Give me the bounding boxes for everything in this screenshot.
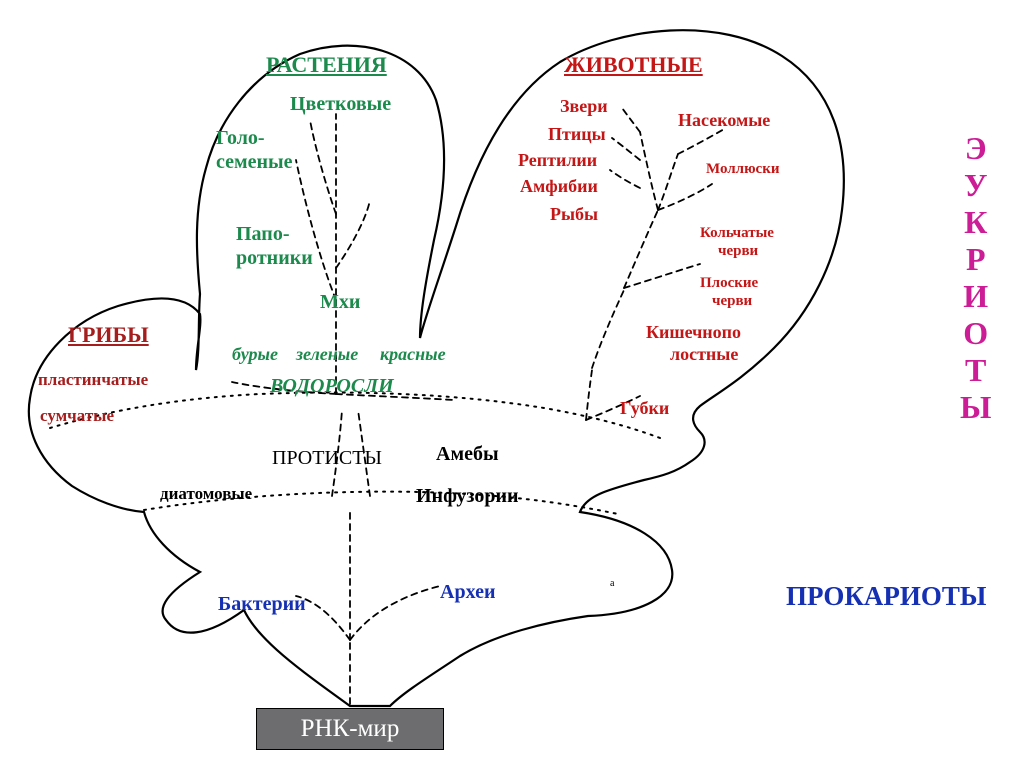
header-fungi: ГРИБЫ — [68, 322, 149, 348]
label-an_kish2: лостные — [670, 344, 738, 366]
label-bacteria: Бактерии — [218, 592, 306, 616]
label-an_kolch2: черви — [718, 242, 758, 260]
label-fungi_sumch: сумчатые — [40, 406, 114, 426]
label-an_kolch1: Кольчатые — [700, 224, 774, 242]
rna-world-box: РНК-мир — [256, 708, 444, 750]
label-plant_papo1: Папо- — [236, 222, 289, 246]
label-algae_brown: бурые — [232, 344, 278, 366]
label-plant_golo2: семеные — [216, 150, 293, 174]
label-protists: ПРОТИСТЫ — [272, 446, 382, 470]
label-plant_papo2: ротники — [236, 246, 313, 270]
label-an_nasek: Насекомые — [678, 110, 770, 132]
label-an_plosk2: черви — [712, 292, 752, 310]
side-label-prokaryotes: ПРОКАРИОТЫ — [786, 580, 986, 612]
label-an_rept: Рептилии — [518, 150, 597, 172]
diagram-svg — [0, 0, 1024, 767]
label-an_kish1: Кишечнопо — [646, 322, 741, 344]
label-amoeba: Амебы — [436, 442, 499, 466]
label-an_ptitsy: Птицы — [548, 124, 606, 146]
label-plant_golo1: Голо- — [216, 126, 265, 150]
label-an_zveri: Звери — [560, 96, 608, 118]
label-diatom: диатомовые — [160, 484, 252, 504]
label-algae_green: зеленые — [296, 344, 358, 366]
label-an_gubki: Губки — [620, 398, 669, 420]
header-plants: РАСТЕНИЯ — [266, 52, 387, 78]
label-algae_title: ВОДОРОСЛИ — [270, 374, 394, 398]
label-archaea: Археи — [440, 580, 495, 604]
label-fungi_plast: пластинчатые — [38, 370, 148, 390]
label-infusor: Инфузории — [416, 484, 519, 508]
label-an_moll: Моллюски — [706, 160, 780, 178]
label-an_ryby: Рыбы — [550, 204, 598, 226]
label-plant_moss: Мхи — [320, 290, 360, 314]
label-algae_red: красные — [380, 344, 446, 366]
rna-world-text: РНК-мир — [301, 715, 400, 743]
label-an_amph: Амфибии — [520, 176, 598, 198]
label-tinya: а — [610, 578, 614, 590]
label-plant_flower: Цветковые — [290, 92, 391, 116]
header-animals: ЖИВОТНЫЕ — [564, 52, 703, 78]
diagram-stage: ГРИБЫ РАСТЕНИЯ ЖИВОТНЫЕ ЭУКРИОТЫ ПРОКАРИ… — [0, 0, 1024, 767]
label-an_plosk1: Плоские — [700, 274, 758, 292]
side-label-eukaryotes: ЭУКРИОТЫ — [960, 130, 993, 426]
